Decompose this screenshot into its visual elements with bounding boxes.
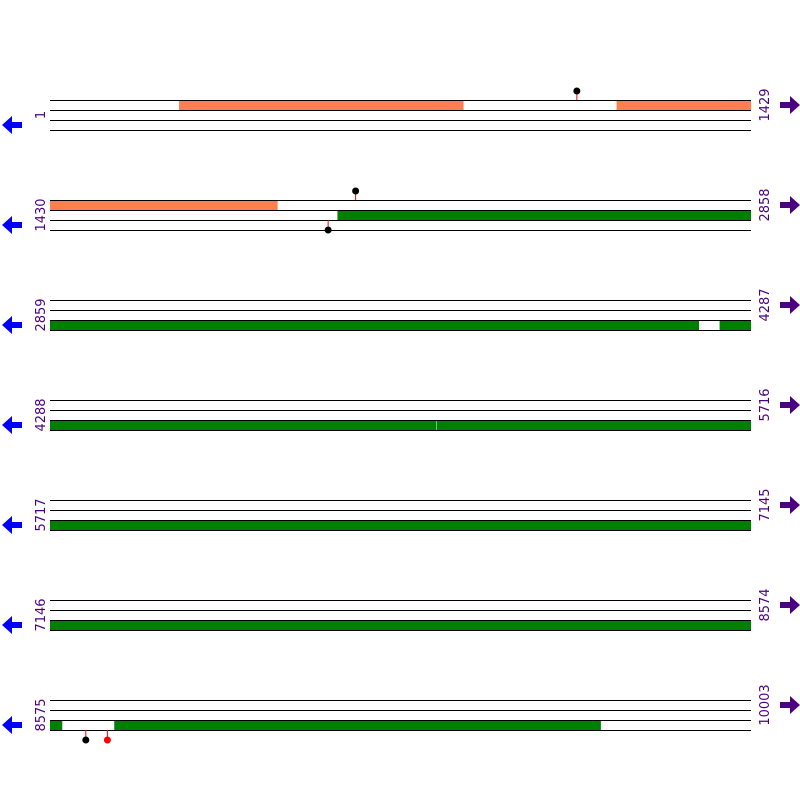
right-arrow-icon <box>780 96 800 114</box>
row-start-label: 5717 <box>34 498 49 531</box>
left-arrow-icon <box>2 416 22 434</box>
row-end-label: 4287 <box>758 288 773 321</box>
marker-dot <box>82 736 90 744</box>
left-arrow-icon <box>2 516 22 534</box>
right-arrow-icon <box>780 696 800 714</box>
feature-block <box>50 200 278 210</box>
feature-block <box>719 320 751 330</box>
right-arrow-icon <box>780 596 800 614</box>
sequence-row-6: 7146 8574 <box>2 588 800 634</box>
sequence-row-7: 8575 10003 <box>2 684 800 744</box>
feature-block <box>179 100 464 110</box>
row-start-label: 8575 <box>34 698 49 731</box>
feature-block <box>616 100 751 110</box>
feature-block <box>114 720 601 730</box>
right-arrow-icon <box>780 396 800 414</box>
row-end-label: 5716 <box>758 388 773 421</box>
feature-block <box>50 420 437 430</box>
feature-block <box>436 420 751 430</box>
row-start-label: 1 <box>34 111 49 119</box>
left-arrow-icon <box>2 116 22 134</box>
sequence-row-5: 5717 7145 <box>2 488 800 534</box>
sequence-row-2: 1430 2858 <box>2 187 800 234</box>
row-end-label: 7145 <box>758 488 773 521</box>
right-arrow-icon <box>780 296 800 314</box>
marker-dot <box>573 87 581 95</box>
row-start-label: 2859 <box>34 298 49 331</box>
feature-block <box>337 210 751 220</box>
marker-dot <box>352 187 360 195</box>
row-end-label: 1429 <box>758 88 773 121</box>
row-end-label: 8574 <box>758 588 773 621</box>
sequence-row-1: 1 1429 <box>2 87 800 134</box>
left-arrow-icon <box>2 216 22 234</box>
feature-block <box>50 520 751 530</box>
left-arrow-icon <box>2 616 22 634</box>
marker-dot <box>103 736 111 744</box>
row-start-label: 1430 <box>34 198 49 231</box>
sequence-row-4: 4288 5716 <box>2 388 800 434</box>
feature-block <box>50 720 63 730</box>
feature-block <box>50 320 699 330</box>
left-arrow-icon <box>2 716 22 734</box>
left-arrow-icon <box>2 316 22 334</box>
right-arrow-icon <box>780 496 800 514</box>
row-end-label: 2858 <box>758 188 773 221</box>
sequence-row-3: 2859 4287 <box>2 288 800 334</box>
row-end-label: 10003 <box>758 684 773 725</box>
row-start-label: 4288 <box>34 398 49 431</box>
feature-block <box>50 620 751 630</box>
marker-dot <box>324 226 332 234</box>
right-arrow-icon <box>780 196 800 214</box>
row-start-label: 7146 <box>34 598 49 631</box>
